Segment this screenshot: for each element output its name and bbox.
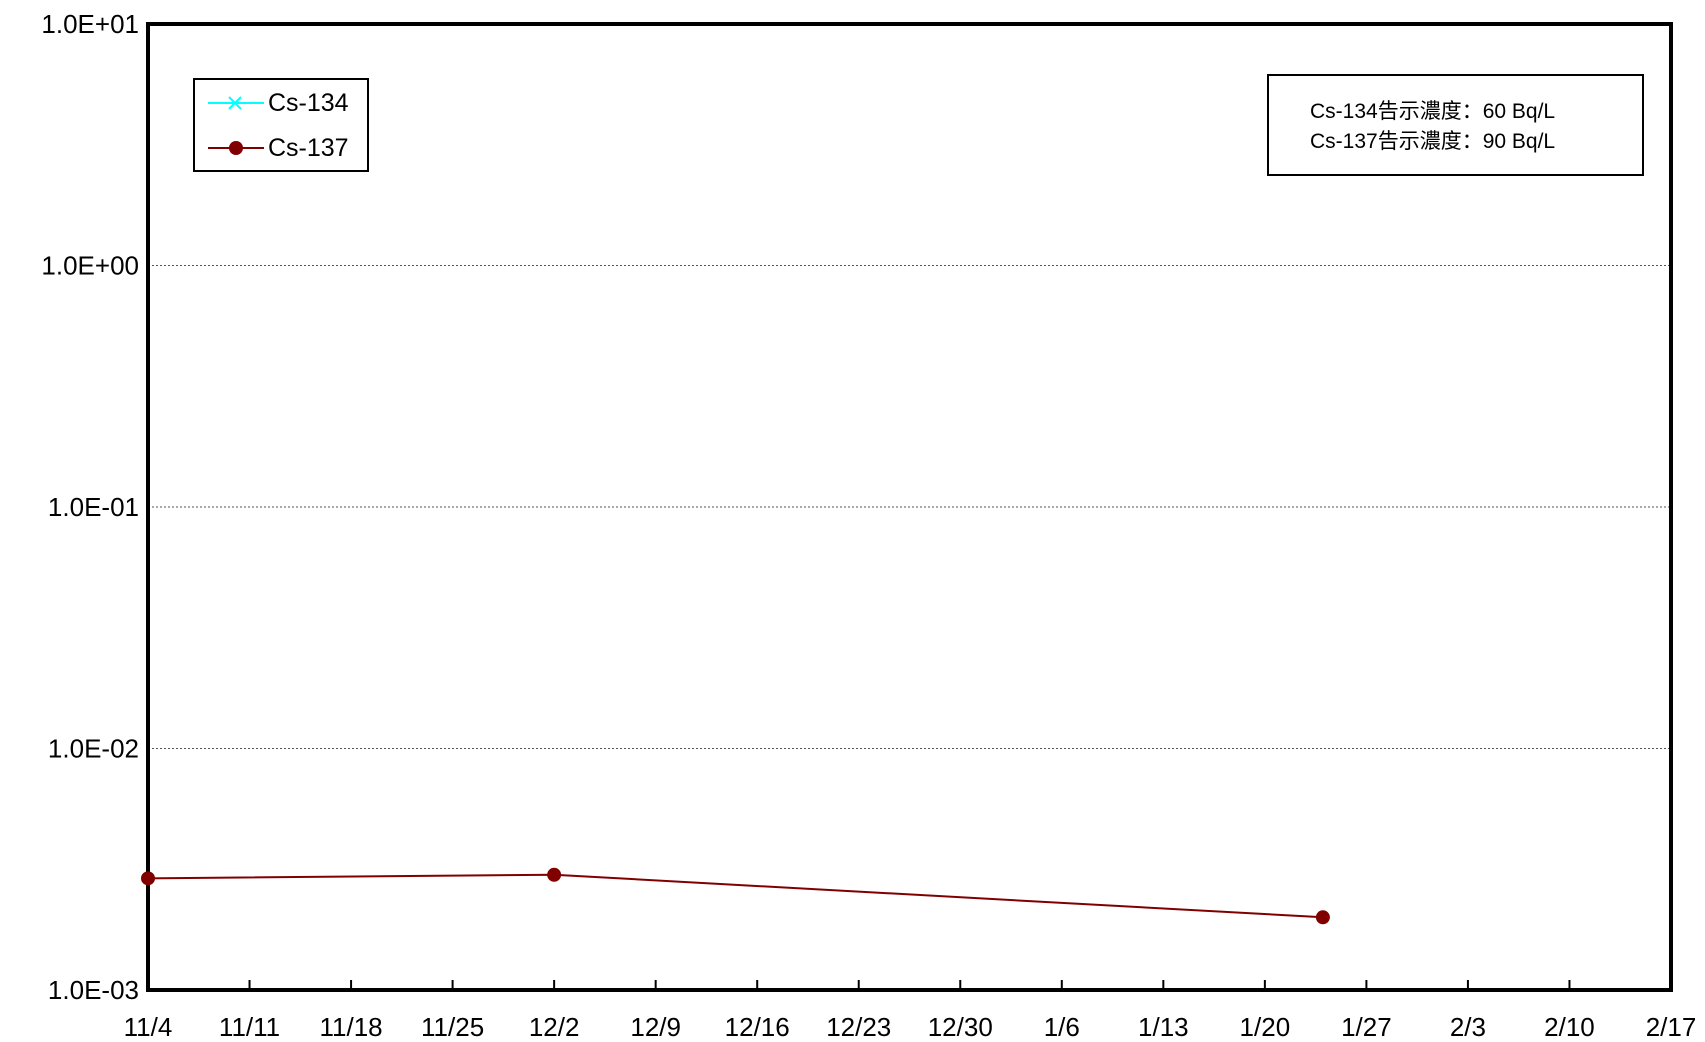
- y-tick-label: 1.0E-01: [48, 492, 139, 522]
- legend-marker-cs134: [228, 96, 242, 110]
- x-tick-label: 1/13: [1138, 1012, 1189, 1042]
- x-tick-label: 2/10: [1544, 1012, 1595, 1042]
- legend-label-cs137: Cs-137: [268, 134, 349, 162]
- x-tick-label: 1/20: [1240, 1012, 1291, 1042]
- x-tick-label: 11/25: [421, 1012, 484, 1042]
- x-tick-label: 11/4: [124, 1012, 173, 1042]
- x-axis: 11/4 11/11 11/18 11/25 12/2 12/9 12/16 12/23 12/…: [124, 980, 1697, 1042]
- data-point: [1315, 910, 1330, 925]
- annotation-box: Cs-134告示濃度：60 Bq/L Cs-137告示濃度：90 Bq/L: [1267, 74, 1644, 176]
- y-axis: 1.0E+01 1.0E+00 1.0E-01 1.0E-02 1.0E-03: [41, 9, 139, 1005]
- x-tick-label: 1/6: [1044, 1012, 1080, 1042]
- series-line-cs-137: [147, 873, 1323, 919]
- x-tick-label: 11/18: [319, 1012, 382, 1042]
- y-tick-label: 1.0E-02: [48, 734, 139, 764]
- grid-lines: [148, 265, 1671, 749]
- legend-label-cs134: Cs-134: [268, 89, 349, 117]
- x-tick-label: 12/23: [826, 1012, 891, 1042]
- x-tick-label: 12/2: [529, 1012, 580, 1042]
- y-tick-label: 1.0E+00: [41, 251, 139, 281]
- x-tick-label: 1/27: [1341, 1012, 1392, 1042]
- data-point: [547, 867, 562, 882]
- y-tick-label: 1.0E-03: [48, 975, 139, 1005]
- x-tick-label: 11/11: [219, 1012, 280, 1042]
- annotation-line-1: Cs-134告示濃度：60 Bq/L: [1310, 100, 1555, 123]
- legend-box: [193, 78, 369, 172]
- y-tick-label: 1.0E+01: [41, 9, 139, 39]
- x-tick-label: 12/16: [725, 1012, 790, 1042]
- plot-frame: [146, 22, 1673, 992]
- annotation-line-2: Cs-137告示濃度：90 Bq/L: [1310, 130, 1555, 153]
- x-tick-label: 2/3: [1450, 1012, 1486, 1042]
- legend-marker-cs137: [229, 141, 243, 155]
- x-tick-label: 2/17: [1646, 1012, 1697, 1042]
- x-tick-label: 12/30: [928, 1012, 993, 1042]
- x-tick-label: 12/9: [630, 1012, 681, 1042]
- annotation-frame: [1267, 74, 1644, 176]
- data-point: [141, 871, 155, 886]
- legend: Cs-134 Cs-137: [193, 78, 369, 172]
- series-layer: [141, 867, 1330, 925]
